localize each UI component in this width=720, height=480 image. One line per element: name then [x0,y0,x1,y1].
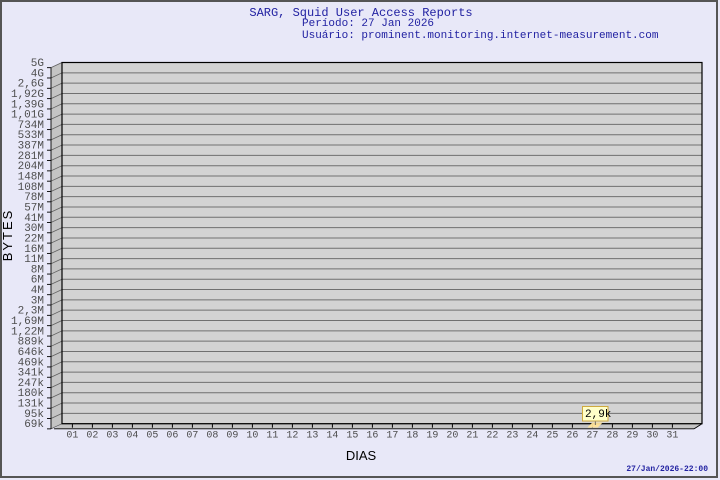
svg-text:12: 12 [286,431,298,442]
svg-text:11: 11 [266,431,278,442]
svg-text:10: 10 [246,431,258,442]
svg-text:22: 22 [486,431,498,442]
svg-text:20: 20 [446,431,458,442]
svg-text:69k: 69k [24,419,44,431]
svg-text:18: 18 [406,431,418,442]
svg-text:16: 16 [366,431,378,442]
svg-text:31: 31 [666,431,678,442]
svg-text:27: 27 [586,431,598,442]
svg-text:14: 14 [326,431,338,442]
svg-text:21: 21 [466,431,478,442]
svg-text:01: 01 [66,431,78,442]
svg-text:06: 06 [166,431,178,442]
svg-text:2,9k: 2,9k [585,409,612,421]
svg-text:28: 28 [606,431,618,442]
svg-text:08: 08 [206,431,218,442]
svg-text:05: 05 [146,431,158,442]
svg-text:07: 07 [186,431,198,442]
svg-text:09: 09 [226,431,238,442]
svg-text:29: 29 [626,431,638,442]
svg-text:19: 19 [426,431,438,442]
svg-text:02: 02 [86,431,98,442]
svg-text:03: 03 [106,431,118,442]
svg-text:30: 30 [646,431,658,442]
svg-text:23: 23 [506,431,518,442]
svg-text:26: 26 [566,431,578,442]
svg-text:24: 24 [526,431,538,442]
svg-text:13: 13 [306,431,318,442]
svg-text:04: 04 [126,431,138,442]
svg-text:15: 15 [346,431,358,442]
svg-text:25: 25 [546,431,558,442]
svg-text:17: 17 [386,431,398,442]
